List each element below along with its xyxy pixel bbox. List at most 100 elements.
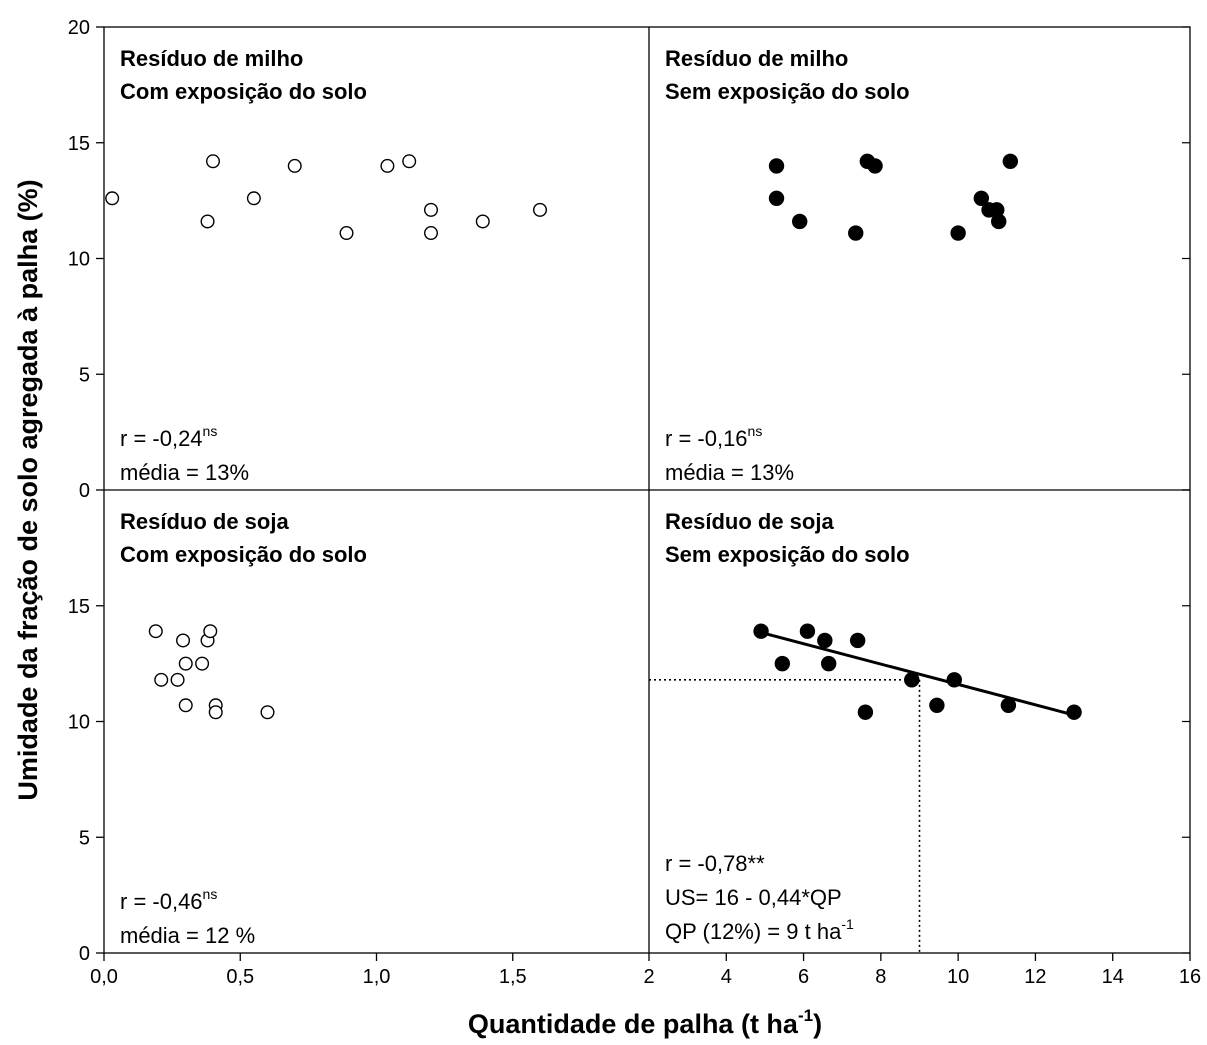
data-point	[402, 154, 417, 169]
data-point	[973, 190, 990, 207]
y-tick-label: 15	[68, 133, 90, 155]
panel-bottom-right: Resíduo de soja Sem exposição do solo r = …	[649, 489, 1190, 954]
y-tick-label: 15	[68, 596, 90, 618]
stat-r: r = -0,24ns	[120, 423, 217, 451]
data-point	[178, 698, 193, 713]
data-point	[424, 202, 439, 217]
data-point	[768, 190, 785, 207]
data-point	[867, 158, 883, 174]
stat-r-sup: ns	[203, 886, 218, 902]
data-point	[475, 214, 490, 229]
panel-title-line: Resíduo de soja	[665, 509, 834, 534]
x-axis-title-sup: -1	[798, 1006, 813, 1025]
x-axis-title-main: Quantidade de palha (t ha	[468, 1009, 799, 1039]
stat-r: r = -0,78**	[665, 851, 765, 876]
data-point	[1066, 704, 1082, 720]
data-point	[205, 154, 220, 169]
data-point	[533, 202, 548, 217]
data-point	[195, 656, 210, 671]
data-point	[849, 632, 866, 649]
panels-layer: Resíduo de milho Com exposição do solo r =…	[103, 26, 1191, 954]
data-point	[170, 672, 185, 687]
data-point	[203, 624, 218, 639]
data-point	[178, 656, 193, 671]
x-tick-label: 2	[643, 966, 654, 988]
data-point	[339, 226, 354, 241]
data-point	[774, 655, 791, 672]
data-point	[946, 672, 962, 688]
data-point	[148, 624, 163, 639]
data-point	[950, 225, 966, 241]
stat-equation: US= 16 - 0,44*QP	[665, 885, 842, 910]
data-point	[929, 697, 945, 713]
panel-title-line: Com exposição do solo	[120, 542, 367, 567]
stat-r-main: r = -0,24	[120, 426, 203, 451]
panel-title-line: Resíduo de soja	[120, 509, 289, 534]
data-point	[799, 623, 816, 639]
stat-mean: média = 13%	[120, 460, 249, 485]
data-point	[768, 158, 785, 174]
data-point	[820, 655, 837, 672]
x-tick-label: 1,0	[363, 966, 391, 988]
data-point	[380, 158, 395, 173]
panel-title-line: Sem exposição do solo	[665, 542, 910, 567]
stat-qp-main: QP (12%) = 9 t ha	[665, 919, 842, 944]
x-axis-title: Quantidade de palha (t ha-1)	[468, 1006, 822, 1039]
x-tick-label: 1,5	[499, 966, 527, 988]
x-tick-label: 6	[798, 966, 809, 988]
data-point	[991, 213, 1007, 230]
stat-r-main: r = -0,16	[665, 426, 748, 451]
data-point	[208, 705, 223, 720]
data-point	[848, 225, 864, 241]
stat-r: r = -0,16ns	[665, 423, 762, 451]
stat-r-sup: ns	[748, 423, 763, 439]
stat-r-sup: ns	[203, 423, 218, 439]
data-point	[154, 672, 169, 687]
panel-top-right: Resíduo de milho Sem exposição do solo r =…	[665, 26, 1190, 491]
stat-qp: QP (12%) = 9 t ha-1	[665, 916, 854, 944]
stat-r-main: r = -0,46	[120, 889, 203, 914]
panel-title-line: Resíduo de milho	[120, 46, 303, 71]
data-point	[753, 623, 769, 639]
data-point	[105, 191, 120, 206]
axis-titles-layer: Umidade da fração de solo agregada à pal…	[13, 179, 822, 1039]
data-point	[260, 705, 275, 720]
data-point	[857, 704, 874, 720]
data-point	[1000, 697, 1017, 713]
y-tick-label: 10	[68, 712, 90, 734]
y-tick-label: 10	[68, 249, 90, 271]
data-point	[246, 191, 261, 206]
data-point	[176, 633, 191, 648]
data-point	[817, 632, 833, 649]
stat-mean: média = 13%	[665, 460, 794, 485]
y-tick-label: 5	[79, 827, 90, 849]
y-tick-label: 0	[79, 943, 90, 965]
data-point	[904, 672, 920, 688]
x-tick-label: 10	[947, 966, 969, 988]
data-point	[200, 214, 215, 229]
data-point	[287, 158, 302, 173]
x-tick-label: 16	[1179, 966, 1201, 988]
x-tick-label: 0,0	[90, 966, 118, 988]
y-tick-label: 20	[68, 17, 90, 39]
y-axis-title: Umidade da fração de solo agregada à pal…	[13, 179, 43, 800]
data-point	[792, 213, 808, 230]
y-tick-label: 0	[79, 480, 90, 502]
x-axis-title-close: )	[813, 1009, 822, 1039]
x-tick-label: 14	[1102, 966, 1124, 988]
panel-title-line: Resíduo de milho	[665, 46, 848, 71]
data-point	[1002, 153, 1019, 169]
panel-title-line: Com exposição do solo	[120, 79, 367, 104]
data-point	[424, 226, 439, 241]
stat-mean: média = 12 %	[120, 923, 255, 948]
panel-title-line: Sem exposição do solo	[665, 79, 910, 104]
y-tick-label: 5	[79, 364, 90, 386]
panel-top-left: Resíduo de milho Com exposição do solo r =…	[105, 46, 548, 485]
regression-line	[760, 631, 1075, 717]
panel-bottom-left: Resíduo de soja Com exposição do solo r = …	[120, 509, 367, 948]
x-tick-label: 4	[721, 966, 732, 988]
x-tick-label: 12	[1024, 966, 1046, 988]
x-tick-label: 0,5	[226, 966, 254, 988]
axis-ticks-layer: 0 5 10 15 20 0 5 10 15 0,0 0,5 1,0 1,5 2 4 6 8 10 12 14 16	[68, 17, 1201, 988]
